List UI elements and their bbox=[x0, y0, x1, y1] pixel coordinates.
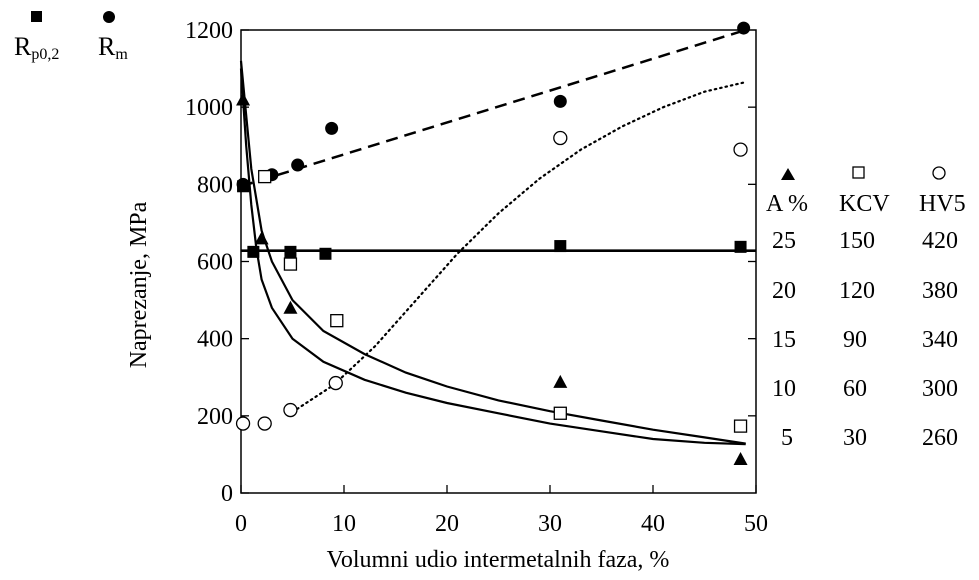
rp02-point bbox=[554, 240, 567, 253]
rm-point bbox=[325, 121, 339, 135]
kcv-point bbox=[283, 257, 298, 271]
a-fit-line bbox=[239, 60, 746, 445]
hv5-point bbox=[733, 142, 748, 157]
x-tick-label: 30 bbox=[538, 511, 562, 537]
y-tick-label: 0 bbox=[221, 481, 233, 507]
y-tick-label: 1000 bbox=[185, 95, 233, 121]
x-tick-label: 40 bbox=[641, 511, 665, 537]
hv5-point bbox=[257, 416, 272, 431]
y-tick-label: 400 bbox=[197, 327, 233, 353]
header-a-label: A % bbox=[766, 191, 808, 217]
x-tick-label: 10 bbox=[332, 511, 356, 537]
row-hv5-value: 380 bbox=[922, 278, 958, 304]
row-hv5-value: 260 bbox=[922, 425, 958, 451]
rm-point bbox=[236, 177, 250, 191]
rp02-point bbox=[247, 245, 260, 258]
x-axis-title: Volumni udio intermetalnih faza, % bbox=[327, 547, 670, 573]
row-hv5-value: 300 bbox=[922, 376, 958, 402]
legend-circle-filled-icon bbox=[103, 11, 115, 23]
kcv-point bbox=[553, 406, 567, 420]
rp02-point bbox=[284, 245, 297, 258]
row-a-value: 25 bbox=[772, 228, 796, 254]
header-square-open-icon bbox=[852, 166, 865, 179]
row-kcv-value: 30 bbox=[843, 425, 867, 451]
row-kcv-value: 60 bbox=[843, 376, 867, 402]
hv5-point bbox=[235, 416, 251, 431]
rp02-point bbox=[734, 240, 747, 253]
y-tick-label: 800 bbox=[197, 172, 233, 198]
kcv-fit-line bbox=[239, 68, 746, 446]
row-kcv-value: 90 bbox=[843, 327, 867, 353]
row-hv5-value: 340 bbox=[922, 327, 958, 353]
kcv-point bbox=[258, 169, 272, 184]
rm-point bbox=[553, 94, 567, 108]
row-a-value: 20 bbox=[772, 278, 796, 304]
legend-label-rm: Rm bbox=[98, 32, 128, 63]
row-a-value: 5 bbox=[781, 425, 793, 451]
legend-label-rp02: Rp0,2 bbox=[14, 32, 59, 63]
a-point bbox=[236, 92, 251, 106]
axis-ticks: 0 10 20 30 40 50 0 200 400 600 800 1000 1200 bbox=[185, 18, 768, 537]
header-hv5-label: HV5 bbox=[919, 191, 966, 217]
kcv-point bbox=[733, 419, 748, 433]
y-tick-label: 1200 bbox=[185, 18, 233, 44]
row-kcv-value: 120 bbox=[839, 278, 875, 304]
header-triangle-filled-icon bbox=[781, 168, 795, 180]
a-point bbox=[733, 452, 748, 466]
rp02-point bbox=[319, 247, 332, 260]
header-kcv-label: KCV bbox=[839, 191, 890, 217]
rm-point bbox=[291, 158, 305, 172]
plot-frame bbox=[240, 29, 757, 494]
y-tick-label: 200 bbox=[197, 404, 233, 430]
y-tick-label: 600 bbox=[197, 250, 233, 276]
row-a-value: 15 bbox=[772, 327, 796, 353]
a-point bbox=[254, 231, 269, 245]
legend-square-filled-icon bbox=[31, 11, 42, 22]
x-tick-label: 0 bbox=[235, 511, 247, 537]
hv5-fit-line bbox=[291, 81, 747, 414]
rm-point bbox=[737, 21, 751, 35]
y-axis-title: Naprezanje, MPa bbox=[126, 201, 152, 368]
fit-lines bbox=[239, 28, 756, 446]
a-point bbox=[553, 374, 568, 388]
hv5-point bbox=[553, 130, 568, 146]
legend-left: Rp0,2 Rm bbox=[14, 11, 128, 63]
rm-fit-line bbox=[240, 28, 747, 188]
hv5-point bbox=[328, 375, 343, 391]
a-point bbox=[283, 300, 298, 314]
row-a-value: 10 bbox=[772, 376, 796, 402]
hv5-point bbox=[283, 402, 298, 418]
data-marks bbox=[235, 21, 751, 466]
kcv-point bbox=[330, 314, 344, 328]
row-kcv-value: 150 bbox=[839, 228, 875, 254]
x-tick-label: 50 bbox=[744, 511, 768, 537]
header-circle-open-icon bbox=[932, 166, 946, 180]
row-hv5-value: 420 bbox=[922, 228, 958, 254]
x-tick-label: 20 bbox=[435, 511, 459, 537]
secondary-axes: A % KCV HV5 25 150 420 20 120 380 15 90 … bbox=[766, 166, 966, 451]
